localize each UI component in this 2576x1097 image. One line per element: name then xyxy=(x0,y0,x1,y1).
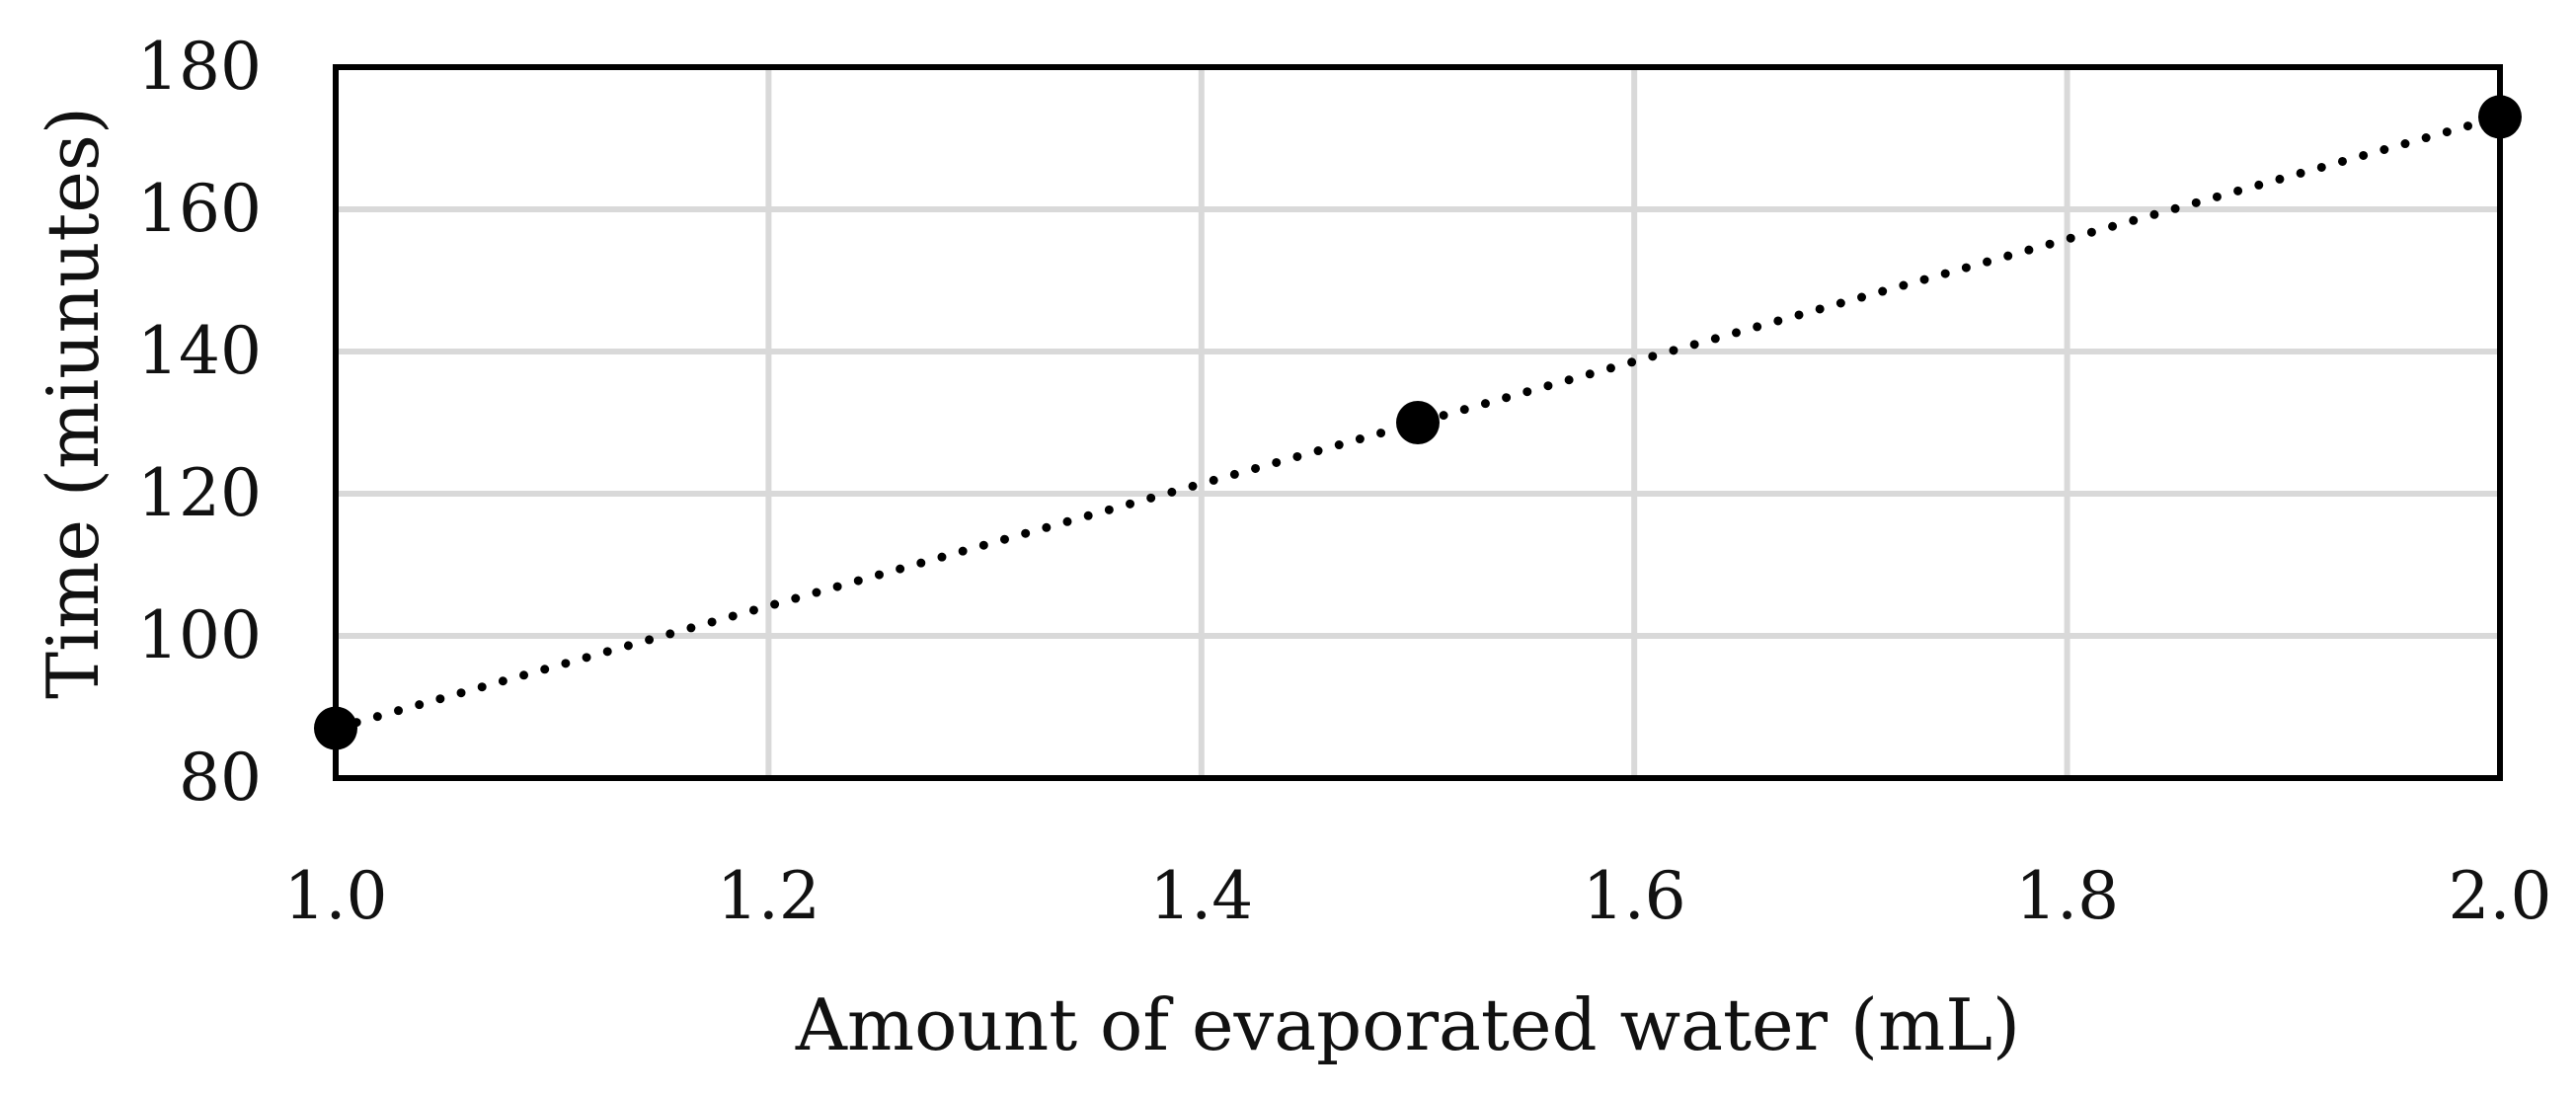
y-axis-title: Time (miunutes) xyxy=(32,107,115,699)
y-axis-tick-labels: 80 100 120 140 160 180 xyxy=(137,29,262,816)
x-tick-label: 1.0 xyxy=(284,858,388,934)
y-tick-label: 80 xyxy=(179,740,262,816)
data-point xyxy=(314,706,357,750)
y-tick-label: 100 xyxy=(137,597,262,673)
y-tick-label: 120 xyxy=(137,455,262,531)
y-tick-label: 180 xyxy=(137,29,262,105)
y-tick-label: 160 xyxy=(137,171,262,247)
data-point xyxy=(1396,401,1440,444)
data-points xyxy=(314,95,2522,750)
x-tick-label: 2.0 xyxy=(2449,858,2552,934)
x-tick-label: 1.4 xyxy=(1149,858,1253,934)
plot-area-border xyxy=(333,64,2503,781)
y-tick-label: 140 xyxy=(137,313,262,389)
x-axis-title: Amount of evaporated water (mL) xyxy=(795,983,2020,1066)
x-tick-label: 1.8 xyxy=(2015,858,2119,934)
x-axis-tick-labels: 1.0 1.2 1.4 1.6 1.8 2.0 xyxy=(284,858,2552,934)
data-point xyxy=(2478,95,2522,139)
x-tick-label: 1.2 xyxy=(717,858,820,934)
x-tick-label: 1.6 xyxy=(1583,858,1686,934)
